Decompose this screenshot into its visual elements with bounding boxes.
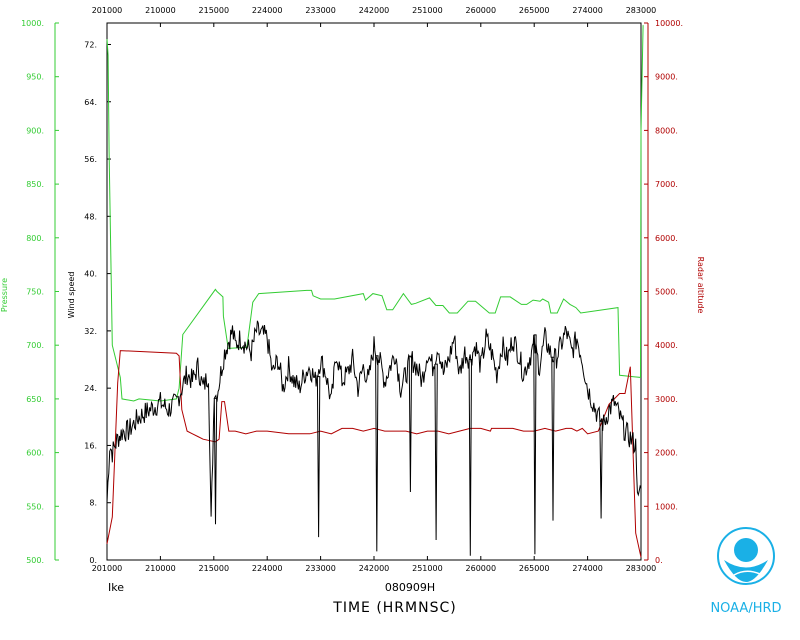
date-label: 080909H [385, 581, 435, 594]
y-tick-label: 650. [26, 395, 44, 404]
x-tick-label: 224000 [252, 6, 283, 15]
y-tick-label: 500. [26, 556, 44, 565]
y-tick-label: 550. [26, 502, 44, 511]
x-tick-label: 251000 [412, 564, 443, 573]
pressure-axis: 500. 550. 600. 650. 700. 750. 800. 850. 900. 950.… [0, 19, 59, 565]
series-line-radar-altitude [106, 350, 642, 558]
x-tick-label: 265000 [519, 6, 550, 15]
y-tick-label: 8. [89, 499, 97, 508]
plot-frame [106, 22, 642, 561]
x-tick-label: 265000 [519, 564, 550, 573]
altitude-tick-labels: 0. 1000. 2000. 3000. 4000. 5000. 6000. 7000. 800… [644, 19, 683, 565]
x-tick-label: 224000 [252, 564, 283, 573]
y-tick-label: 24. [84, 384, 97, 393]
y-tick-label: 700. [26, 341, 44, 350]
y-tick-label: 600. [26, 449, 44, 458]
x-tick-label: 233000 [305, 6, 336, 15]
x-tick-label: 215000 [199, 6, 230, 15]
x-tick-label: 242000 [359, 564, 390, 573]
y-tick-label: 16. [84, 441, 97, 450]
series-line-pressure [106, 25, 644, 402]
x-tick-label: 283000 [626, 6, 657, 15]
x-tick-label: 215000 [199, 564, 230, 573]
altitude-axis: 0. 1000. 2000. 3000. 4000. 5000. 6000. 7000. 800… [644, 19, 705, 565]
y-tick-label: 9000. [655, 73, 678, 82]
series-layer [106, 25, 644, 558]
altitude-axis-title: Radar altitude [696, 257, 705, 314]
y-tick-label: 1000. [655, 502, 678, 511]
x-tick-label: 201000 [92, 6, 123, 15]
x-tick-label: 260000 [466, 6, 497, 15]
y-tick-label: 4000. [655, 341, 678, 350]
y-tick-label: 5000. [655, 288, 678, 297]
y-tick-label: 1000. [21, 19, 44, 28]
y-tick-label: 7000. [655, 180, 678, 189]
wind-axis-title: Wind speed [67, 272, 76, 319]
y-tick-label: 64. [84, 98, 97, 107]
y-tick-label: 8000. [655, 126, 678, 135]
x-tick-label: 283000 [626, 564, 657, 573]
x-axis-title: TIME (HRMNSC) [332, 600, 456, 616]
y-tick-label: 3000. [655, 395, 678, 404]
y-tick-label: 0. [89, 556, 97, 565]
y-tick-label: 0. [655, 556, 663, 565]
y-tick-label: 800. [26, 234, 44, 243]
x-tick-label: 274000 [572, 6, 603, 15]
credit-label: NOAA/HRD [710, 601, 781, 616]
x-tick-label: 260000 [466, 564, 497, 573]
x-tick-label: 201000 [92, 564, 123, 573]
x-tick-label: 274000 [572, 564, 603, 573]
x-tick-label: 242000 [359, 6, 390, 15]
y-tick-label: 32. [84, 327, 97, 336]
y-tick-label: 72. [84, 40, 97, 49]
x-tick-label: 251000 [412, 6, 443, 15]
storm-name: Ike [108, 581, 124, 594]
y-tick-label: 850. [26, 180, 44, 189]
y-tick-label: 2000. [655, 449, 678, 458]
y-tick-label: 900. [26, 126, 44, 135]
x-tick-labels-top: 201000 210000 215000 224000 233000 242000 2510… [92, 6, 657, 27]
noaa-logo [717, 527, 775, 585]
x-tick-label: 233000 [305, 564, 336, 573]
y-tick-label: 6000. [655, 234, 678, 243]
y-tick-label: 750. [26, 288, 44, 297]
y-tick-label: 40. [84, 270, 97, 279]
y-tick-label: 10000. [655, 19, 683, 28]
x-tick-labels-bottom: 201000 210000 215000 224000 233000 242000 2510… [92, 556, 657, 573]
x-tick-label: 210000 [145, 6, 176, 15]
wind-axis: 0. 8. 16. 24. 32. 40. 48. 56. 64. 72. Wind speed [67, 23, 111, 565]
series-line-wind-speed [106, 320, 642, 556]
pressure-tick-labels: 500. 550. 600. 650. 700. 750. 800. 850. 900. 950.… [21, 19, 59, 565]
y-tick-label: 56. [84, 155, 97, 164]
pressure-axis-title: Pressure [0, 278, 9, 312]
y-tick-label: 950. [26, 73, 44, 82]
x-tick-label: 210000 [145, 564, 176, 573]
y-tick-label: 48. [84, 212, 97, 221]
